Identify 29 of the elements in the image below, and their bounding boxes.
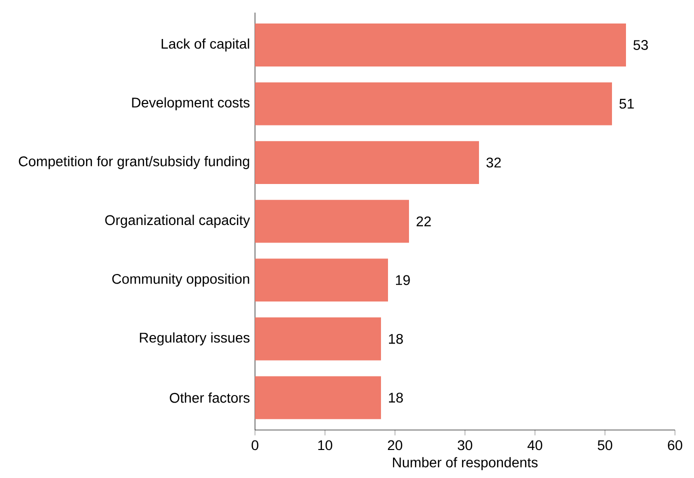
x-tick-label: 30 <box>458 440 472 450</box>
y-tick-label: Competition for grant/subsidy funding <box>18 156 250 170</box>
x-tick-label: 40 <box>528 440 542 450</box>
x-axis-title: Number of respondents <box>392 457 538 470</box>
y-tick-label: Other factors <box>170 392 250 403</box>
x-tick-label: 60 <box>668 440 682 450</box>
data-label: 53 <box>633 40 648 50</box>
data-label: 19 <box>396 275 410 286</box>
data-label: 32 <box>486 158 501 168</box>
data-label: 18 <box>388 334 403 344</box>
x-tick-label: 10 <box>318 440 332 450</box>
data-label: 51 <box>619 98 634 109</box>
bar <box>255 200 409 243</box>
x-tick-label: 0 <box>252 440 258 450</box>
y-tick-label: Community opposition <box>112 274 250 287</box>
bar <box>255 24 626 66</box>
bar <box>255 258 388 302</box>
bar <box>255 317 381 360</box>
x-tick-label: 50 <box>598 440 612 450</box>
y-tick-label: Organizational capacity <box>105 214 250 228</box>
data-label: 18 <box>388 392 403 403</box>
bar <box>255 376 381 420</box>
data-label: 22 <box>416 216 431 226</box>
bar <box>255 82 612 126</box>
y-tick-label: Lack of capital <box>162 38 250 52</box>
y-tick-label: Development costs <box>132 97 250 110</box>
y-tick-label: Regulatory issues <box>140 332 250 346</box>
bar <box>255 141 479 184</box>
x-tick-label: 20 <box>388 440 402 450</box>
